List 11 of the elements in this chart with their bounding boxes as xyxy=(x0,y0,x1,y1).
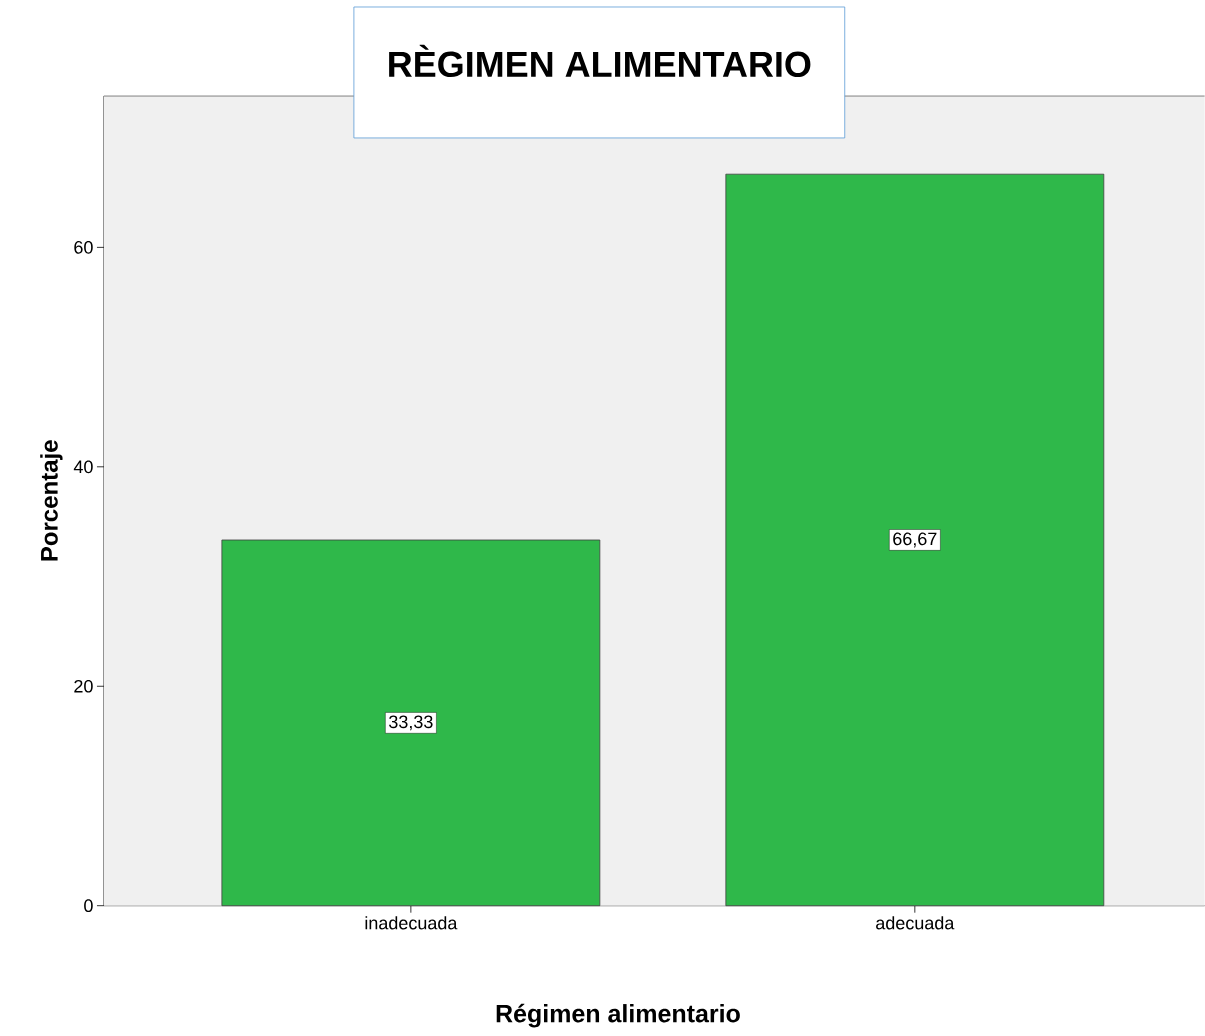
y-tick-label: 20 xyxy=(74,680,93,693)
y-axis-title: Porcentaje xyxy=(40,440,63,561)
x-tick-label: inadecuada xyxy=(365,916,458,930)
y-tick-label: 60 xyxy=(74,241,93,254)
chart-title: RÈGIMEN ALIMENTARIO xyxy=(389,45,811,78)
y-tick-label: 40 xyxy=(73,460,93,474)
data-label: 33,33 xyxy=(389,715,433,731)
y-tick-label: 0 xyxy=(84,899,93,913)
data-label: 66,67 xyxy=(893,532,937,548)
x-axis-title: Régimen alimentario xyxy=(496,1004,740,1028)
x-tick-label: adecuada xyxy=(876,916,955,930)
